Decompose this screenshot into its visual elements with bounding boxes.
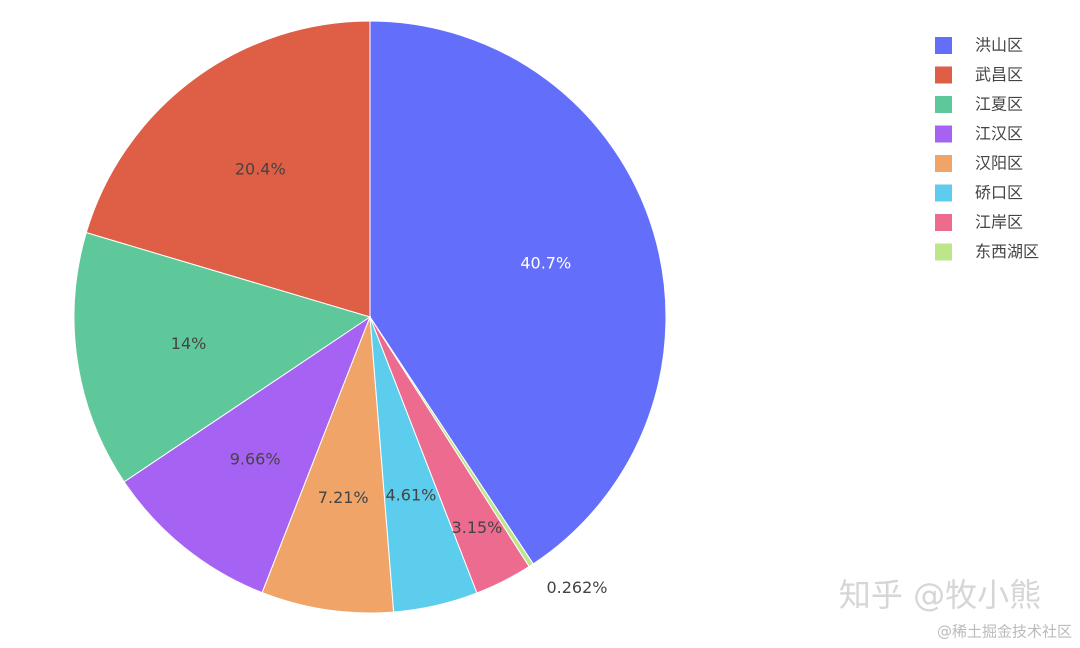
legend-label: 江夏区 — [975, 95, 1023, 114]
value-label: 9.66% — [230, 450, 281, 469]
legend-label: 武昌区 — [975, 65, 1023, 84]
value-label: 4.61% — [386, 485, 437, 504]
legend-label: 江岸区 — [975, 213, 1023, 232]
legend-swatch — [935, 96, 952, 113]
legend-swatch — [935, 184, 952, 202]
value-label: 3.15% — [452, 518, 503, 537]
legend-label: 汉阳区 — [975, 154, 1023, 173]
value-label: 20.4% — [235, 159, 286, 178]
pie-slice — [123, 315, 372, 594]
pie-slice — [369, 316, 534, 568]
legend-label: 洪山区 — [975, 36, 1023, 55]
legend-label: 硚口区 — [975, 183, 1023, 202]
legend-swatch — [935, 125, 952, 143]
legend-swatch — [935, 155, 952, 172]
pie-slice — [73, 232, 372, 483]
legend-swatch — [935, 243, 952, 261]
legend-label: 东西湖区 — [975, 242, 1039, 261]
value-label: 14% — [171, 334, 207, 353]
legend-swatch — [935, 66, 952, 84]
watermark: @稀土掘金技术社区 — [937, 623, 1072, 641]
value-label: 7.21% — [318, 488, 369, 507]
value-label: 0.262% — [546, 578, 607, 597]
pie-slice — [261, 316, 395, 614]
pie-slice — [85, 20, 371, 318]
legend-label: 江汉区 — [975, 124, 1023, 143]
watermark: 知乎 @牧小熊 — [839, 576, 1041, 614]
legend-swatch — [935, 214, 952, 231]
legend-swatch — [935, 37, 952, 54]
value-label: 40.7% — [520, 254, 571, 273]
